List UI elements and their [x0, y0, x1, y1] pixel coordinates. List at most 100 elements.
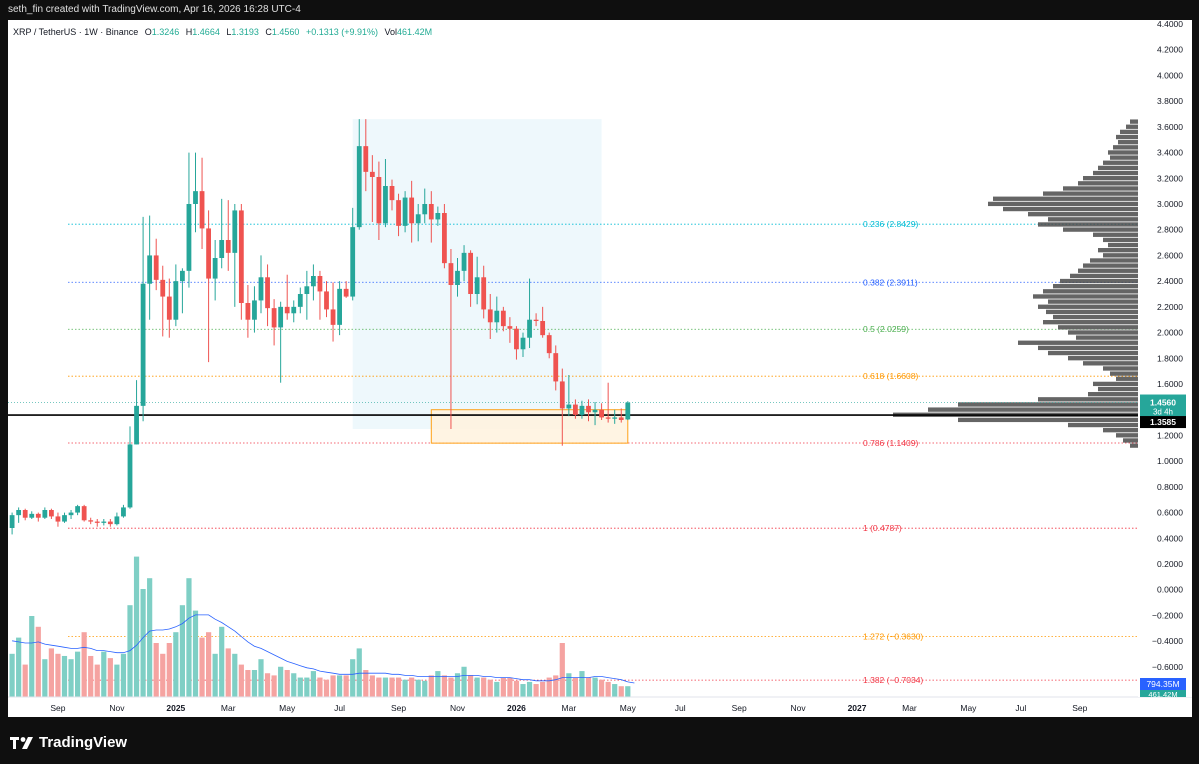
price-axis-tick: 3.8000: [1157, 96, 1183, 106]
candle-body: [219, 240, 225, 258]
volume-profile-bar: [1108, 150, 1138, 155]
volume-profile-bar: [1088, 392, 1138, 397]
candle-body: [566, 404, 572, 409]
candle-body: [134, 405, 139, 445]
candle-body: [546, 335, 552, 354]
volume-bar: [9, 653, 15, 697]
volume-bar: [173, 632, 179, 697]
volume-profile-bar: [1053, 314, 1138, 320]
volume-bar: [88, 655, 94, 697]
tradingview-logo-icon: [10, 736, 33, 749]
candle-body: [343, 288, 349, 297]
volume-bar: [481, 677, 487, 697]
volume-bar: [363, 670, 369, 697]
volume-bar: [16, 637, 22, 697]
volume-profile-bar: [1043, 191, 1138, 196]
volume-bar: [500, 677, 506, 697]
volume-bar: [553, 675, 559, 697]
volume-profile-bar: [1038, 397, 1138, 402]
volume-profile-bar: [928, 407, 1138, 412]
candle-body: [252, 300, 257, 320]
volume-profile-bar: [1053, 284, 1138, 289]
candle-body: [284, 306, 290, 314]
volume-bar: [186, 578, 192, 697]
price-axis-tick: 0.8000: [1157, 482, 1183, 492]
volume-profile-bar: [1048, 350, 1138, 356]
time-axis-tick: Mar: [562, 703, 577, 713]
change-value: +0.1313 (+9.91%): [305, 27, 379, 37]
candle-body: [494, 310, 500, 323]
candle-body: [461, 252, 467, 271]
time-axis-tick: Jul: [1015, 703, 1026, 713]
volume-profile-bar: [993, 196, 1138, 201]
candle-body: [442, 213, 447, 264]
volume-bar: [533, 684, 539, 697]
price-axis-tick: 2.2000: [1157, 302, 1183, 312]
volume-profile-bar: [1068, 356, 1138, 361]
volume-profile-bar: [1130, 443, 1138, 448]
volume-bar: [212, 653, 218, 697]
volume-bar: [251, 670, 258, 697]
volume-profile-bar: [1076, 335, 1138, 340]
volume-profile-bar: [1103, 253, 1138, 258]
line-price-tag: [1140, 416, 1186, 429]
volume-profile-bar: [988, 201, 1138, 207]
price-chart[interactable]: 0.236 (2.8429) 0.382 (2.3911) 0.5 (2.0259)…: [8, 20, 1192, 717]
volume-profile-bar: [1090, 258, 1138, 263]
volume-bar: [546, 677, 552, 697]
volume-bar: [68, 659, 74, 697]
price-axis-tick: 2.8000: [1157, 225, 1183, 235]
volume-profile-bar: [1083, 361, 1138, 366]
candle-body: [153, 255, 159, 280]
volume-profile-bar: [1093, 381, 1138, 387]
volume-profile-bar: [1043, 320, 1138, 325]
volume-profile-bar: [1093, 170, 1138, 176]
candle-body: [389, 186, 395, 201]
price-axis-tick: 0.0000: [1157, 585, 1183, 595]
volume-profile-bar: [1123, 438, 1138, 443]
volume-profile-bar: [1003, 206, 1138, 212]
volume-profile-bar: [1060, 278, 1138, 284]
candle-body: [559, 381, 565, 409]
volume-profile-bar: [1038, 345, 1138, 351]
volume-ma-line: [12, 614, 635, 684]
price-axis-tick: 3.0000: [1157, 199, 1183, 209]
time-axis-tick: Sep: [1072, 703, 1087, 713]
close-label: C: [265, 27, 272, 37]
volume-bar: [409, 677, 415, 697]
candle-body: [448, 263, 454, 285]
volume-bar: [153, 643, 159, 697]
volume-bar: [605, 681, 611, 697]
volume-bar: [225, 648, 231, 697]
volume-bar: [618, 686, 624, 697]
candle-body: [278, 306, 284, 328]
volume-bar: [612, 684, 618, 697]
candle-body: [107, 521, 113, 525]
volume-ma-tag: [1140, 678, 1186, 690]
volume-bar: [238, 664, 244, 697]
volume-bar: [428, 675, 434, 697]
candle-body: [193, 191, 198, 204]
candle-body: [42, 510, 48, 518]
candle-body: [579, 405, 585, 415]
chart-panel[interactable]: 0.236 (2.8429) 0.382 (2.3911) 0.5 (2.0259)…: [8, 20, 1192, 717]
time-axis-tick: Nov: [791, 703, 807, 713]
low-value: 1.3193: [231, 27, 259, 37]
volume-bar: [369, 675, 375, 697]
tradingview-brand[interactable]: TradingView: [10, 734, 127, 751]
time-axis-tick: May: [620, 703, 637, 713]
volume-profile-bar: [1046, 309, 1138, 315]
volume-profile-bar: [1068, 422, 1138, 428]
volume-profile-bar: [1103, 366, 1138, 371]
candle-body: [409, 197, 415, 224]
candle-body: [160, 279, 166, 297]
close-value: 1.4560: [271, 27, 300, 37]
volume-bar: [101, 651, 107, 697]
candle-body: [396, 200, 401, 226]
candle-body: [35, 513, 41, 518]
symbol-legend: XRP / TetherUS · 1W · Binance O1.3246 H1…: [13, 27, 432, 37]
volume-profile-bar: [1048, 217, 1138, 222]
volume-profile-bar: [1078, 181, 1138, 186]
candle-body: [206, 228, 211, 279]
line-price-tag-value: 1.3585: [1150, 417, 1176, 427]
